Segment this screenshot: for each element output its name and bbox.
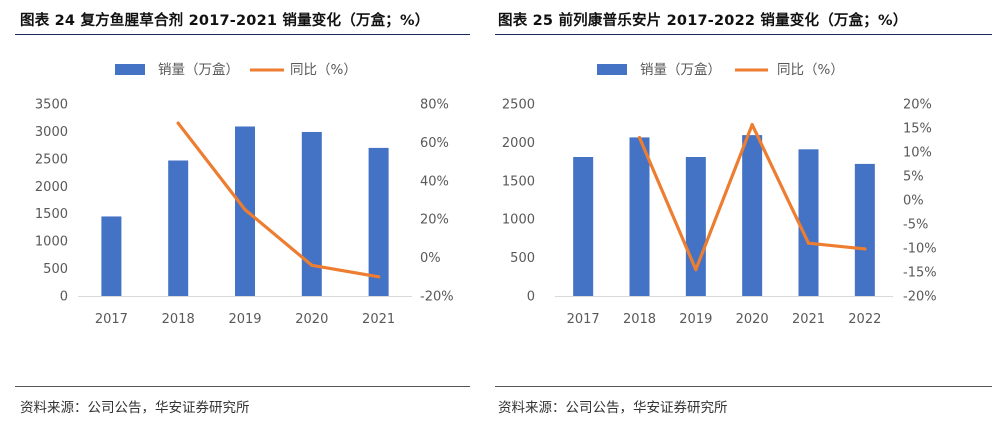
x-axis-tick-label: 2019 xyxy=(679,312,712,327)
x-axis-tick-label: 2021 xyxy=(362,312,395,327)
left-axis-tick-label: 2500 xyxy=(35,152,68,167)
figure-24-panel: 图表 24 复方鱼腥草合剂 2017-2021 销量变化（万盒；%） 销量（万盒… xyxy=(0,0,480,428)
yoy-point-2021 xyxy=(806,241,811,245)
left-axis-tick-label: 500 xyxy=(510,251,535,266)
bar-sales-2022 xyxy=(854,163,875,296)
title-divider xyxy=(495,34,992,35)
left-axis-tick-label: 1500 xyxy=(35,207,68,222)
x-axis-tick-label: 2017 xyxy=(95,312,128,327)
yoy-point-2019 xyxy=(694,268,698,272)
right-axis-tick-label: 60% xyxy=(420,136,449,151)
source-note: 资料来源：公司公告，华安证券研究所 xyxy=(20,400,250,416)
x-axis-tick-label: 2017 xyxy=(567,312,600,327)
left-axis-tick-label: 2500 xyxy=(502,98,535,113)
yoy-point-2022 xyxy=(863,247,867,251)
figure-title: 图表 25 前列康普乐安片 2017-2022 销量变化（万盒；%） xyxy=(498,13,908,29)
bar-sales-2021 xyxy=(368,147,389,296)
x-axis-tick-label: 2020 xyxy=(736,312,769,327)
yoy-point-2018 xyxy=(176,121,180,125)
left-axis-tick-label: 3500 xyxy=(35,98,68,113)
left-axis-tick-label: 2000 xyxy=(502,136,535,151)
left-axis-tick-label: 1000 xyxy=(35,235,68,250)
yoy-point-2020 xyxy=(750,123,754,127)
yoy-point-2018 xyxy=(637,136,642,140)
right-axis-tick-label: -20% xyxy=(903,290,937,305)
chart-25: 销量（万盒） 同比（%） 0 500 1000 1500 2000 2500 -20% -15% -… xyxy=(502,61,937,327)
right-axis-tick-label: 20% xyxy=(420,213,449,228)
left-axis-tick-label: 0 xyxy=(527,290,535,305)
bar-sales-2017 xyxy=(573,156,594,296)
left-axis-tick-label: 1500 xyxy=(502,174,535,189)
x-axis-tick-label: 2020 xyxy=(295,312,328,327)
source-note: 资料来源：公司公告，华安证券研究所 xyxy=(498,400,728,416)
right-axis-tick-label: 10% xyxy=(903,146,932,161)
source-divider xyxy=(495,386,992,387)
legend-bar-label: 销量（万盒） xyxy=(640,61,721,78)
title-divider xyxy=(15,34,470,35)
x-axis-tick-label: 2018 xyxy=(623,312,656,327)
x-axis-tick-label: 2018 xyxy=(162,312,195,327)
bar-sales-2018 xyxy=(629,137,650,296)
legend-line-label: 同比（%） xyxy=(290,62,357,78)
right-axis-tick-label: 80% xyxy=(420,98,449,113)
right-axis-tick-label: -15% xyxy=(903,266,937,281)
left-axis-tick-label: 2000 xyxy=(35,180,68,195)
bar-sales-2018 xyxy=(168,160,189,296)
yoy-point-2019 xyxy=(243,208,247,212)
left-axis-tick-label: 1000 xyxy=(502,213,535,228)
right-axis-tick-label: 15% xyxy=(903,122,932,137)
right-axis-tick-label: 0% xyxy=(420,251,441,266)
right-axis-tick-label: 20% xyxy=(903,98,932,113)
bar-sales-2019 xyxy=(685,156,706,296)
bar-sales-2020 xyxy=(301,131,322,296)
yoy-line xyxy=(176,121,381,279)
x-axis-tick-label: 2019 xyxy=(228,312,261,327)
bar-sales-2017 xyxy=(101,216,122,296)
legend-line-label: 同比（%） xyxy=(777,62,844,78)
figure-25-panel: 图表 25 前列康普乐安片 2017-2022 销量变化（万盒；%） 销量（万盒… xyxy=(490,0,1000,428)
yoy-point-2021 xyxy=(377,275,381,279)
right-axis-tick-label: 40% xyxy=(420,174,449,189)
right-axis-tick-label: -10% xyxy=(903,242,937,257)
left-axis-tick-label: 3000 xyxy=(35,125,68,140)
legend-bar-swatch xyxy=(597,64,627,75)
right-axis-tick-label: 5% xyxy=(903,170,924,185)
legend-bar-label: 销量（万盒） xyxy=(158,61,239,78)
figure-title: 图表 24 复方鱼腥草合剂 2017-2021 销量变化（万盒；%） xyxy=(20,13,430,29)
left-axis-tick-label: 0 xyxy=(60,290,68,305)
legend-bar-swatch xyxy=(115,64,145,75)
chart-24: 销量（万盒） 同比（%） 0 500 1000 1500 2000 2500 3000 3500 -… xyxy=(35,61,454,327)
source-divider xyxy=(15,386,470,387)
x-axis-tick-label: 2022 xyxy=(848,312,881,327)
left-axis-tick-label: 500 xyxy=(43,262,68,277)
right-axis-tick-label: -5% xyxy=(903,218,928,233)
yoy-point-2020 xyxy=(310,263,314,267)
right-axis-tick-label: 0% xyxy=(903,194,924,209)
bar-sales-2020 xyxy=(742,135,763,296)
bar-sales-2021 xyxy=(798,149,819,296)
right-axis-tick-label: -20% xyxy=(420,290,454,305)
x-axis-tick-label: 2021 xyxy=(792,312,825,327)
